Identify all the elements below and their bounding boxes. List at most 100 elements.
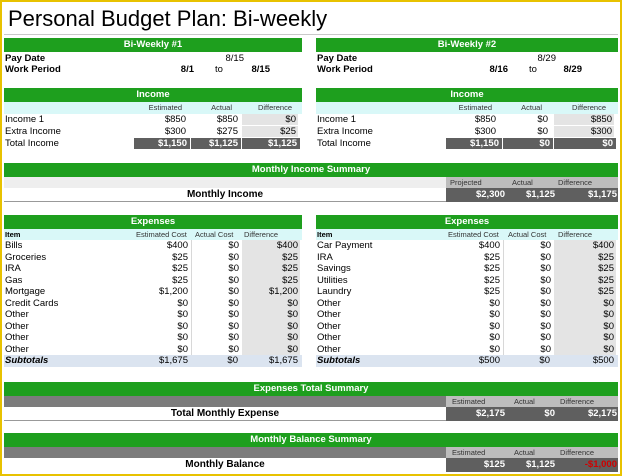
expense-actual[interactable]: $0	[191, 297, 241, 309]
expense-estimated[interactable]: $0	[489, 297, 500, 309]
expense-estimated[interactable]: $0	[489, 309, 500, 320]
expense-estimated[interactable]: $0	[177, 309, 188, 320]
expense-actual[interactable]: $0	[503, 320, 553, 332]
expense-actual[interactable]: $0	[191, 332, 241, 344]
income-actual[interactable]: $850	[216, 114, 238, 125]
expense-estimated[interactable]: $0	[177, 320, 188, 332]
pay-date-value[interactable]: 8/29	[537, 53, 557, 64]
income-label: Extra Income	[317, 126, 373, 137]
expense-estimated[interactable]: $1,200	[158, 286, 188, 297]
total-income-label: Total Income	[5, 138, 59, 149]
expense-item[interactable]: Other	[5, 332, 29, 343]
monthly-balance-actual: $1,125	[508, 458, 558, 472]
table-row: Other $0 $0 $0	[316, 320, 618, 332]
expense-item[interactable]: Other	[5, 320, 29, 332]
work-from-value[interactable]: 8/16	[489, 64, 509, 75]
expense-actual[interactable]: $0	[503, 297, 553, 309]
expense-actual[interactable]: $0	[191, 263, 241, 275]
pay-date-value[interactable]: 8/15	[225, 53, 245, 64]
expense-estimated[interactable]: $25	[484, 251, 500, 263]
expense-actual[interactable]: $0	[503, 274, 553, 286]
expense-actual[interactable]: $0	[503, 263, 553, 275]
expense-estimated[interactable]: $0	[489, 332, 500, 343]
total-income-difference: $0	[554, 138, 616, 149]
expense-actual[interactable]: $0	[503, 286, 553, 298]
income-estimated[interactable]: $300	[474, 126, 496, 137]
expense-actual[interactable]: $0	[191, 343, 241, 355]
income-estimated[interactable]: $850	[164, 114, 186, 125]
expense-actual[interactable]: $0	[503, 343, 553, 355]
expense-estimated[interactable]: $400	[166, 240, 188, 251]
expense-estimated[interactable]: $0	[489, 320, 500, 332]
expense-item[interactable]: IRA	[5, 263, 21, 274]
expense-item[interactable]: Savings	[317, 263, 351, 274]
expense-estimated[interactable]: $25	[484, 286, 500, 297]
table-row: Gas $25 $0 $25	[4, 274, 302, 286]
expense-actual[interactable]: $0	[503, 240, 553, 252]
income-actual[interactable]: $275	[216, 126, 238, 137]
expense-estimated[interactable]: $400	[478, 240, 500, 251]
expense-item[interactable]: Mortgage	[5, 286, 46, 297]
period-2-header: Bi-Weekly #2	[316, 38, 618, 52]
expense-estimated[interactable]: $25	[172, 274, 188, 286]
expense-item[interactable]: Other	[317, 309, 341, 320]
income-difference: $25	[242, 126, 298, 137]
expense-item[interactable]: Other	[317, 332, 341, 343]
expense-item[interactable]: Bills	[5, 240, 23, 251]
expense-estimated[interactable]: $25	[172, 263, 188, 274]
income-2-col-actual: Actual	[521, 103, 542, 112]
expense-estimated[interactable]: $0	[177, 343, 188, 355]
work-to-value[interactable]: 8/29	[563, 64, 583, 75]
expenses-2-col-estimated: Estimated Cost	[448, 230, 499, 239]
total-monthly-expense-label: Total Monthly Expense	[170, 408, 280, 419]
expenses-2-col-difference: Difference	[558, 230, 593, 239]
expense-difference: $0	[554, 343, 616, 355]
expense-item[interactable]: Other	[317, 343, 341, 355]
income-estimated[interactable]: $850	[474, 114, 496, 125]
income-estimated[interactable]: $300	[164, 126, 186, 137]
expense-estimated[interactable]: $0	[177, 297, 188, 309]
expense-actual[interactable]: $0	[503, 251, 553, 263]
work-to-value[interactable]: 8/15	[251, 64, 271, 75]
expense-item[interactable]: Credit Cards	[5, 297, 59, 309]
expense-item[interactable]: IRA	[317, 251, 333, 263]
expense-actual[interactable]: $0	[191, 309, 241, 321]
expense-estimated[interactable]: $25	[172, 251, 188, 263]
total-income-row: Total Income $1,150 $1,125 $1,125	[4, 138, 302, 150]
expenses-1-col-estimated: Estimated Cost	[136, 230, 187, 239]
expense-item[interactable]: Other	[317, 297, 341, 309]
work-from-value[interactable]: 8/1	[180, 64, 194, 75]
expense-actual[interactable]: $0	[191, 274, 241, 286]
expense-actual[interactable]: $0	[503, 309, 553, 321]
expense-actual[interactable]: $0	[191, 320, 241, 332]
expense-actual[interactable]: $0	[191, 251, 241, 263]
expense-item[interactable]: Other	[5, 309, 29, 320]
expense-item[interactable]: Laundry	[317, 286, 352, 297]
expense-difference: $0	[554, 332, 616, 344]
expense-item[interactable]: Gas	[5, 274, 23, 286]
expense-item[interactable]: Other	[5, 343, 29, 355]
expense-item[interactable]: Other	[317, 320, 341, 332]
expense-estimated[interactable]: $0	[489, 343, 500, 355]
expense-actual[interactable]: $0	[191, 286, 241, 298]
work-period-label: Work Period	[5, 64, 61, 75]
expense-estimated[interactable]: $0	[177, 332, 188, 343]
income-actual[interactable]: $0	[537, 126, 548, 137]
income-actual[interactable]: $0	[537, 114, 548, 125]
expense-difference: $25	[554, 251, 616, 263]
expense-actual[interactable]: $0	[503, 332, 553, 344]
table-row: IRA $25 $0 $25	[4, 263, 302, 275]
total-income-actual: $1,125	[191, 138, 241, 149]
expense-estimated[interactable]: $25	[484, 263, 500, 274]
expenses-1-table: Expenses Item Estimated Cost Actual Cost…	[4, 215, 302, 367]
balance-summary-col-estimated: Estimated	[452, 448, 486, 457]
expense-item[interactable]: Car Payment	[317, 240, 373, 251]
table-row: Income 1 $850 $850 $0	[4, 114, 302, 126]
income-difference: $300	[554, 126, 614, 137]
subtotal-difference: $1,675	[268, 355, 298, 366]
period-1-header: Bi-Weekly #1	[4, 38, 302, 52]
expense-actual[interactable]: $0	[191, 240, 241, 252]
expense-estimated[interactable]: $25	[484, 274, 500, 286]
expense-item[interactable]: Utilities	[317, 274, 348, 286]
expense-item[interactable]: Groceries	[5, 251, 47, 263]
